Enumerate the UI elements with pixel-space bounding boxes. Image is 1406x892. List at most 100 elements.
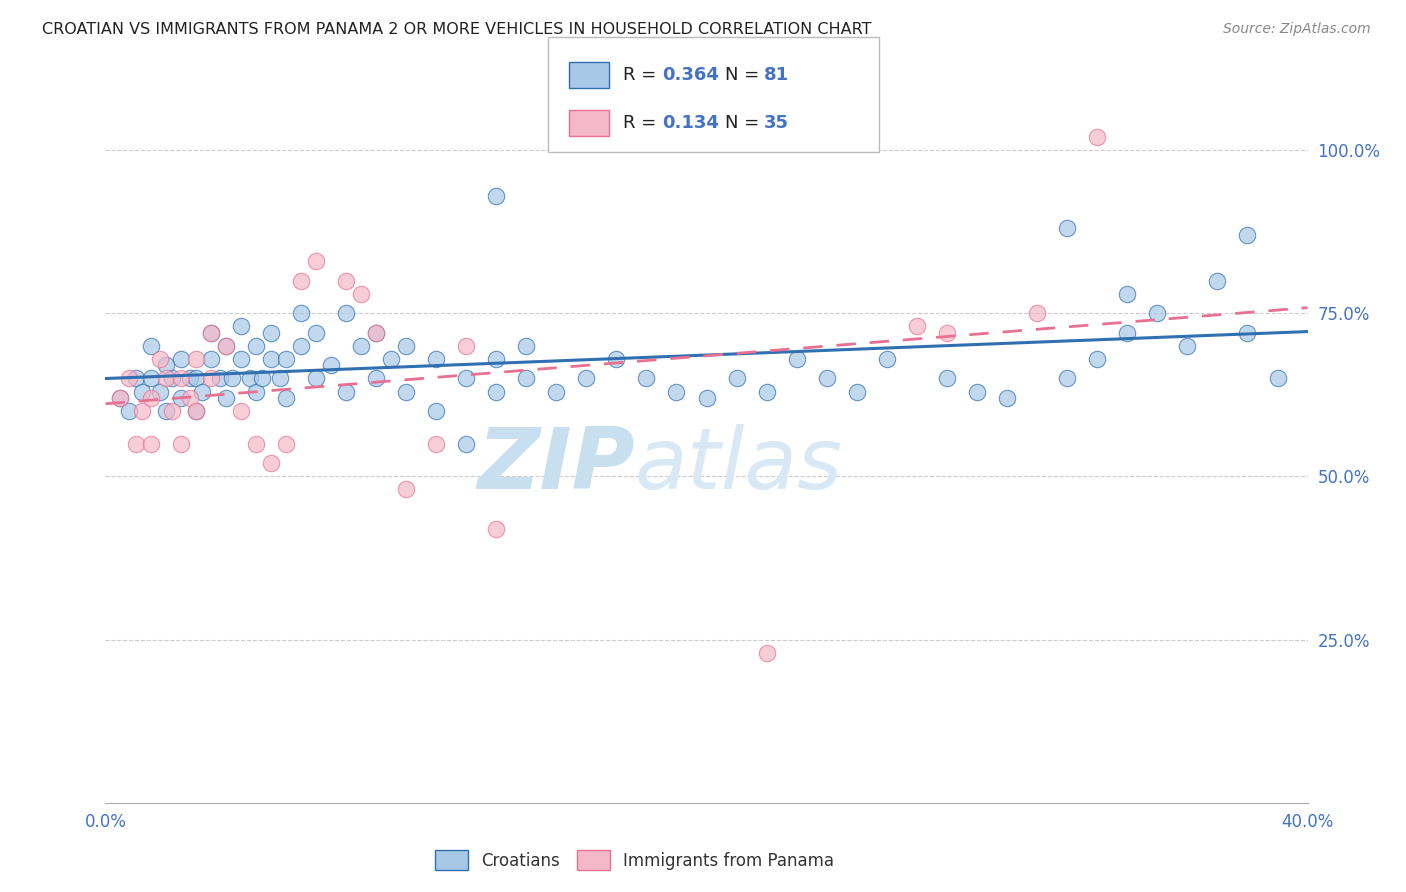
Point (139, 339, 162, 353)
Point (1056, 221, 1078, 235)
Point (515, 339, 537, 353)
Point (200, 351, 222, 366)
Point (1085, 351, 1108, 366)
Point (305, 371, 328, 385)
Point (815, 371, 838, 385)
Point (160, 404, 183, 418)
Point (425, 437, 447, 451)
Point (786, 351, 808, 366)
Point (260, 456, 283, 470)
Point (274, 391, 297, 405)
Text: N =: N = (725, 114, 765, 132)
Point (905, 319, 928, 334)
Point (364, 371, 387, 385)
Point (1085, 130, 1108, 145)
Point (169, 351, 191, 366)
Point (755, 384, 778, 399)
Point (395, 339, 418, 353)
Point (380, 351, 402, 366)
Point (184, 404, 207, 418)
Point (229, 319, 252, 334)
Point (725, 371, 748, 385)
Point (485, 351, 508, 366)
Point (1175, 339, 1198, 353)
Point (250, 371, 273, 385)
Point (200, 371, 222, 385)
Point (845, 384, 868, 399)
Point (245, 384, 267, 399)
Point (575, 371, 598, 385)
Point (425, 351, 447, 366)
Point (169, 437, 191, 451)
Point (665, 384, 688, 399)
Point (110, 391, 132, 405)
Point (214, 391, 236, 405)
Point (229, 404, 252, 418)
Point (184, 351, 207, 366)
Text: atlas: atlas (634, 424, 842, 507)
Point (274, 437, 297, 451)
Point (305, 326, 328, 340)
Point (124, 371, 146, 385)
Point (131, 404, 153, 418)
Point (269, 371, 291, 385)
Point (454, 437, 477, 451)
Point (995, 391, 1018, 405)
Text: CROATIAN VS IMMIGRANTS FROM PANAMA 2 OR MORE VEHICLES IN HOUSEHOLD CORRELATION C: CROATIAN VS IMMIGRANTS FROM PANAMA 2 OR … (42, 22, 872, 37)
Point (350, 286, 373, 301)
Point (139, 391, 162, 405)
Point (350, 339, 373, 353)
Point (605, 351, 627, 366)
Point (1116, 286, 1139, 301)
Point (1026, 306, 1049, 320)
Point (208, 371, 231, 385)
Point (876, 351, 898, 366)
Point (696, 391, 718, 405)
Point (636, 371, 658, 385)
Point (319, 359, 342, 373)
Point (290, 274, 312, 288)
Text: N =: N = (725, 66, 765, 84)
Text: 35: 35 (763, 114, 789, 132)
Point (1267, 371, 1289, 385)
Text: 81: 81 (763, 66, 789, 84)
Point (200, 326, 222, 340)
Point (936, 371, 959, 385)
Point (290, 306, 312, 320)
Point (169, 371, 191, 385)
Point (190, 384, 212, 399)
Point (274, 351, 297, 366)
Point (214, 339, 236, 353)
Point (184, 404, 207, 418)
Point (139, 371, 162, 385)
Point (245, 437, 267, 451)
Point (245, 339, 267, 353)
Point (1146, 306, 1168, 320)
Point (110, 391, 132, 405)
Point (395, 483, 418, 497)
Point (148, 384, 170, 399)
Point (139, 437, 162, 451)
Point (515, 371, 537, 385)
Legend: Croatians, Immigrants from Panama: Croatians, Immigrants from Panama (427, 843, 841, 877)
Point (485, 522, 508, 536)
Text: Source: ZipAtlas.com: Source: ZipAtlas.com (1223, 22, 1371, 37)
Point (260, 351, 283, 366)
Text: 0.134: 0.134 (662, 114, 718, 132)
Point (364, 326, 387, 340)
Point (364, 326, 387, 340)
Point (239, 371, 262, 385)
Point (179, 371, 201, 385)
Point (755, 646, 778, 660)
Point (118, 371, 141, 385)
Point (335, 384, 357, 399)
Point (155, 371, 177, 385)
Point (118, 404, 141, 418)
Point (305, 254, 328, 268)
Point (454, 339, 477, 353)
Point (200, 326, 222, 340)
Point (1236, 326, 1258, 340)
Point (290, 339, 312, 353)
Point (1056, 371, 1078, 385)
Point (124, 437, 146, 451)
